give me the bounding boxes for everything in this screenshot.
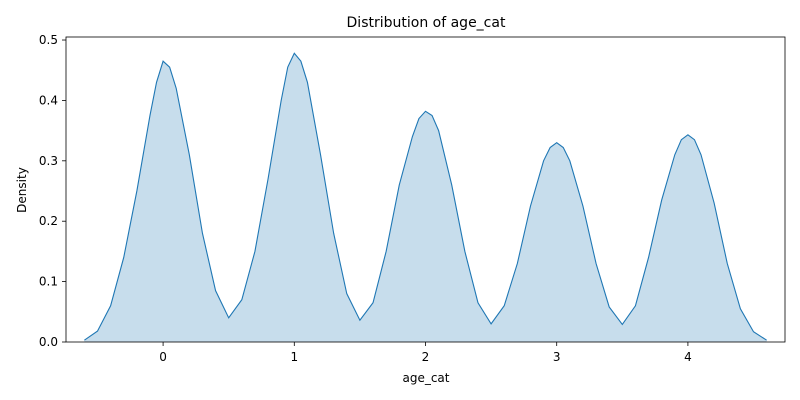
x-axis-ticks: 0 1 2 3 4 <box>159 342 692 364</box>
y-tick-label: 0.2 <box>39 214 58 228</box>
y-tick-label: 0.1 <box>39 275 58 289</box>
density-curve-line <box>84 52 767 341</box>
x-axis-label: age_cat <box>402 371 449 385</box>
y-tick-label: 0.3 <box>39 154 58 168</box>
y-axis-ticks: 0.0 0.1 0.2 0.3 0.4 0.5 <box>39 33 66 349</box>
x-tick-label: 0 <box>159 350 167 364</box>
y-axis-label: Density <box>15 167 29 213</box>
x-tick-label: 3 <box>553 350 561 364</box>
density-fill-area <box>84 53 767 343</box>
y-tick-label: 0.0 <box>39 335 58 349</box>
y-tick-label: 0.4 <box>39 93 58 107</box>
plot-area <box>84 52 767 343</box>
x-tick-label: 2 <box>422 350 430 364</box>
x-tick-label: 1 <box>290 350 298 364</box>
chart-title: Distribution of age_cat <box>347 15 506 31</box>
y-tick-label: 0.5 <box>39 33 58 47</box>
x-tick-label: 4 <box>684 350 692 364</box>
